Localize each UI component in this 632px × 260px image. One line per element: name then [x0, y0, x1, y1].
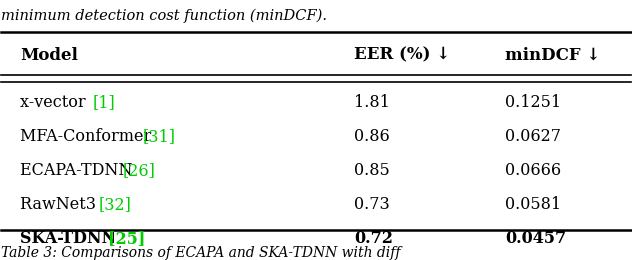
Text: [25]: [25] — [108, 230, 146, 246]
Text: 0.0581: 0.0581 — [505, 196, 561, 213]
Text: [32]: [32] — [99, 196, 132, 213]
Text: ECAPA-TDNN: ECAPA-TDNN — [20, 162, 138, 179]
Text: 0.85: 0.85 — [354, 162, 389, 179]
Text: 1.81: 1.81 — [354, 94, 390, 111]
Text: Model: Model — [20, 47, 78, 63]
Text: 0.0457: 0.0457 — [505, 230, 566, 246]
Text: 0.0666: 0.0666 — [505, 162, 561, 179]
Text: EER (%) ↓: EER (%) ↓ — [354, 47, 450, 63]
Text: 0.72: 0.72 — [354, 230, 392, 246]
Text: [1]: [1] — [93, 94, 116, 111]
Text: x-vector: x-vector — [20, 94, 91, 111]
Text: minimum detection cost function (minDCF).: minimum detection cost function (minDCF)… — [1, 8, 327, 23]
Text: minDCF ↓: minDCF ↓ — [505, 47, 600, 63]
Text: Table 3: Comparisons of ECAPA and SKA-TDNN with diff: Table 3: Comparisons of ECAPA and SKA-TD… — [1, 246, 401, 260]
Text: 0.73: 0.73 — [354, 196, 389, 213]
Text: MFA-Conformer: MFA-Conformer — [20, 128, 157, 145]
Text: [26]: [26] — [123, 162, 155, 179]
Text: SKA-TDNN: SKA-TDNN — [20, 230, 122, 246]
Text: RawNet3: RawNet3 — [20, 196, 101, 213]
Text: 0.1251: 0.1251 — [505, 94, 561, 111]
Text: [31]: [31] — [143, 128, 176, 145]
Text: 0.0627: 0.0627 — [505, 128, 561, 145]
Text: 0.86: 0.86 — [354, 128, 389, 145]
